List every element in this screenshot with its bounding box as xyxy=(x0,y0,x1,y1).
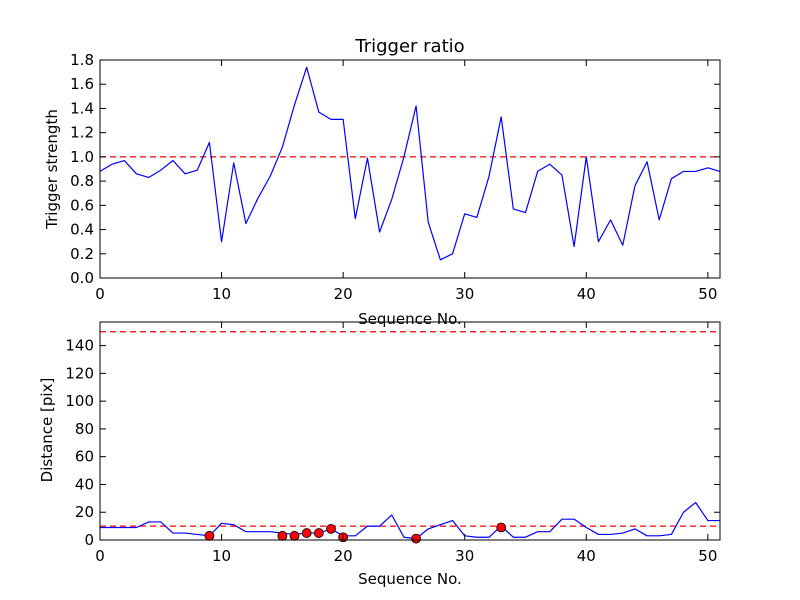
x-tick-label: 0 xyxy=(95,285,105,303)
y-tick-label: 0.2 xyxy=(70,245,94,263)
data-point xyxy=(496,522,507,533)
x-tick-label: 0 xyxy=(95,547,105,565)
axes-frame xyxy=(99,59,721,279)
plot-area xyxy=(99,66,721,261)
y-tick-label: 120 xyxy=(65,364,94,382)
trigger-ratio-chart: Trigger ratio Sequence No. Trigger stren… xyxy=(43,36,721,328)
y-tick-label: 1.6 xyxy=(70,75,94,93)
y-tick-label: 1.8 xyxy=(70,51,94,69)
y-tick-label: 0.4 xyxy=(70,221,94,239)
series-line xyxy=(99,66,721,261)
marker-series xyxy=(204,522,507,544)
series-line xyxy=(100,501,720,540)
y-axis-label: Distance [pix] xyxy=(38,378,56,483)
y-tick-label: 1.0 xyxy=(70,148,94,166)
x-tick-label: 10 xyxy=(212,547,231,565)
data-point xyxy=(204,530,215,541)
chart-title: Trigger ratio xyxy=(354,36,464,57)
distance-chart: Sequence No. Distance [pix] 0 10 20 30 40 50 0… xyxy=(38,321,721,588)
y-tick-label: 1.2 xyxy=(70,124,94,142)
x-tick-label: 10 xyxy=(212,285,231,303)
y-tick-label: 40 xyxy=(75,475,94,493)
y-tick-label: 0.6 xyxy=(70,196,94,214)
plot-area xyxy=(100,331,720,544)
y-tick-label: 80 xyxy=(75,420,94,438)
y-tick-label: 1.4 xyxy=(70,99,94,117)
y-tick-label: 140 xyxy=(65,337,94,355)
axes-frame xyxy=(99,321,721,541)
x-axis-label: Sequence No. xyxy=(358,310,462,328)
x-tick-label: 40 xyxy=(577,285,596,303)
x-tick-label: 20 xyxy=(334,285,353,303)
x-tick-label: 50 xyxy=(698,285,717,303)
y-tick-label: 60 xyxy=(75,448,94,466)
x-axis-label: Sequence No. xyxy=(358,570,462,588)
x-tick-label: 40 xyxy=(577,547,596,565)
y-tick-label: 100 xyxy=(65,392,94,410)
x-tick-label: 30 xyxy=(455,547,474,565)
data-point xyxy=(301,528,312,538)
y-tick-label: 0.8 xyxy=(70,172,94,190)
y-axis-label: Trigger strength xyxy=(43,109,61,230)
data-point xyxy=(313,528,324,538)
x-tick-label: 20 xyxy=(334,547,353,565)
data-point xyxy=(326,523,336,534)
data-point xyxy=(289,530,300,541)
y-tick-label: 20 xyxy=(75,503,94,521)
x-tick-label: 30 xyxy=(455,285,474,303)
data-point xyxy=(411,533,421,544)
y-tick-label: 0.0 xyxy=(70,269,94,287)
y-tick-label: 0 xyxy=(84,531,94,549)
data-point xyxy=(277,530,288,541)
x-tick-label: 50 xyxy=(698,547,717,565)
